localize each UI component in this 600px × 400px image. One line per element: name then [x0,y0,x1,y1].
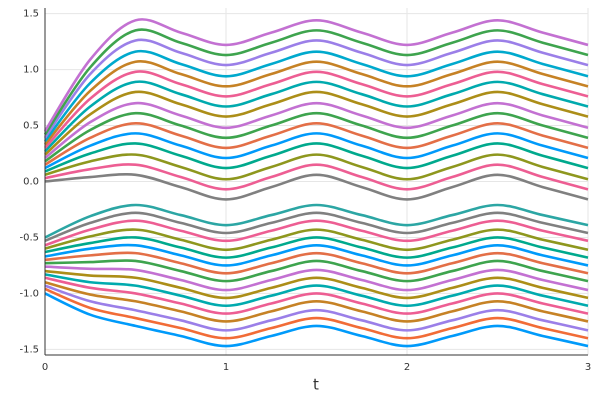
x-tick-label: 3 [585,362,591,373]
y-tick-label: -1.5 [19,344,39,355]
series-line [44,121,589,166]
series-line [44,228,589,252]
series-line [44,211,589,243]
y-tick-label: 0.5 [23,121,39,132]
series-line [44,203,589,239]
series-line [44,251,589,275]
series-line [44,243,589,267]
x-axis-label: t [313,376,319,394]
series-line [44,284,589,332]
y-tick-label: 1.5 [23,9,39,20]
series-line [44,163,589,191]
series-line [44,219,589,247]
series-line [44,276,589,315]
series-line [44,142,589,173]
series-line [44,280,589,323]
series-line [44,111,589,163]
series-line [43,28,589,136]
series-line [44,236,589,259]
series-line [43,49,589,143]
series-line [43,38,589,139]
x-tick-label: 2 [404,362,410,373]
series-line [44,70,589,149]
series-line [44,287,589,340]
series-line [44,153,589,181]
series-line [43,18,589,132]
y-tick-label: -1.0 [19,288,39,299]
series-line [44,292,589,348]
series-line [44,273,589,308]
series-line [44,59,589,146]
x-tick-label: 0 [42,362,48,373]
y-tick-label: -0.5 [19,232,39,243]
series-line [44,90,589,156]
series-line [44,172,589,201]
series-line [44,265,589,292]
series-line [44,259,589,283]
x-tick-label: 1 [223,362,229,373]
series-line [44,101,589,160]
series-line [44,269,589,300]
series-line [44,132,589,170]
series-line [44,80,589,153]
y-tick-label: 0.0 [23,177,39,188]
y-tick-label: 1.0 [23,65,39,76]
